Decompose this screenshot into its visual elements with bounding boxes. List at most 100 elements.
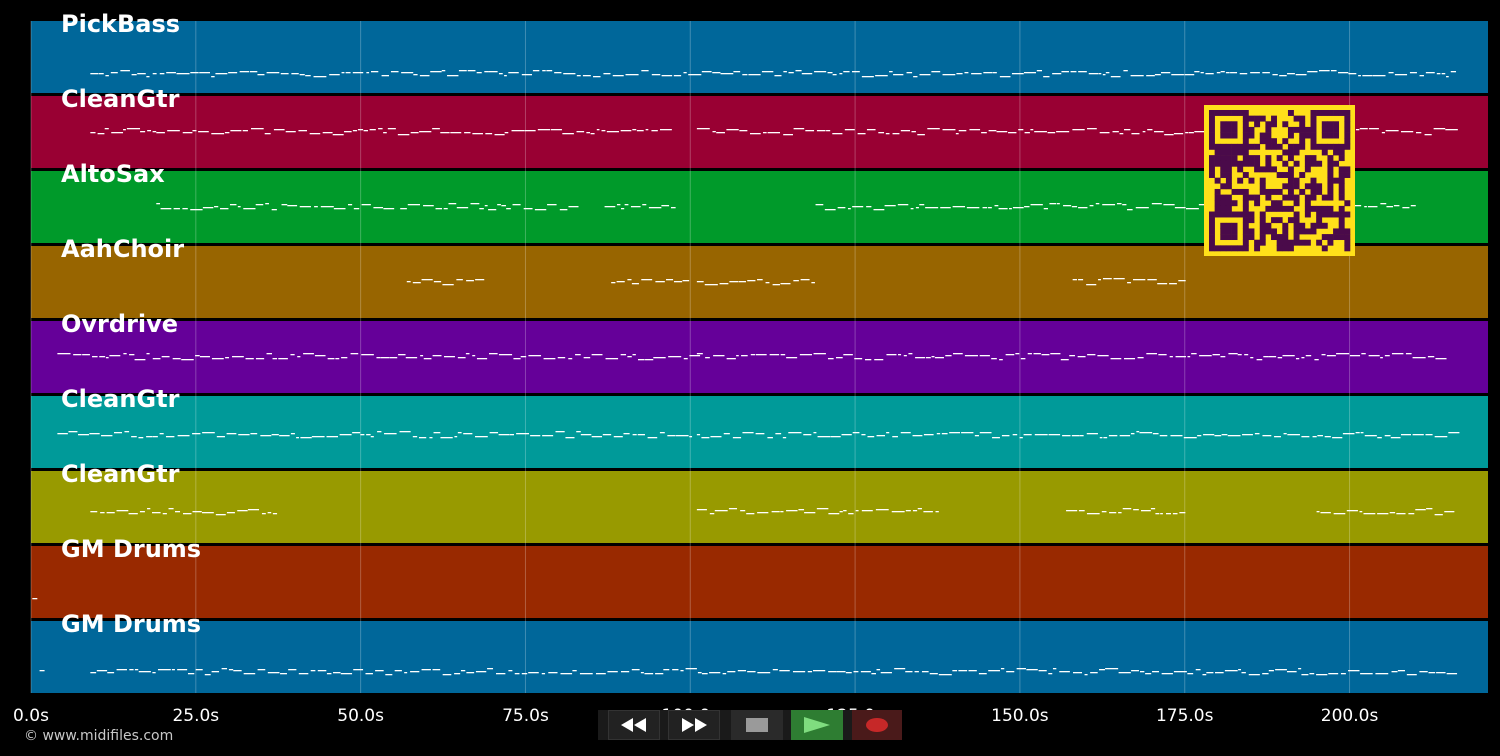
midi-note: [139, 511, 145, 513]
midi-note: [381, 75, 390, 77]
midi-note: [1150, 508, 1156, 510]
midi-note: [1412, 357, 1426, 359]
track-lane[interactable]: [31, 246, 1488, 318]
midi-note: [1185, 132, 1189, 134]
midi-note: [1333, 513, 1346, 515]
midi-note: [906, 72, 913, 74]
midi-note: [704, 284, 718, 286]
midi-note: [442, 674, 452, 676]
midi-note: [508, 670, 513, 672]
midi-note: [938, 674, 952, 676]
midi-note: [1103, 437, 1108, 439]
midi-note: [138, 437, 144, 439]
midi-note: [272, 513, 278, 515]
midi-note: [329, 74, 340, 76]
midi-note: [97, 133, 105, 135]
midi-note: [1358, 75, 1361, 77]
midi-note: [251, 128, 264, 130]
midi-note: [1400, 434, 1412, 436]
midi-note: [1078, 71, 1087, 73]
midi-note: [875, 75, 888, 77]
midi-note: [116, 510, 129, 512]
midi-note: [124, 431, 130, 433]
midi-note: [1008, 132, 1017, 134]
midi-note: [99, 356, 106, 358]
midi-note: [952, 670, 958, 672]
midi-note: [232, 356, 244, 358]
record-button[interactable]: [852, 710, 902, 740]
midi-note: [998, 208, 1008, 210]
midi-note: [384, 433, 397, 435]
stop-button[interactable]: [731, 710, 783, 740]
midi-note: [479, 208, 484, 210]
rewind-button[interactable]: [608, 710, 660, 740]
track-lane[interactable]: [31, 21, 1488, 93]
midi-note: [1435, 358, 1447, 360]
midi-note: [1071, 206, 1078, 208]
midi-note: [632, 354, 636, 356]
midi-note: [78, 434, 89, 436]
midi-note: [945, 355, 952, 357]
midi-note: [1188, 132, 1194, 134]
midi-note: [484, 205, 488, 207]
midi-note: [1275, 669, 1287, 671]
midi-note: [1380, 203, 1387, 205]
midi-note: [1141, 510, 1151, 512]
midi-note: [1364, 206, 1367, 208]
midi-note: [737, 670, 747, 672]
midi-note: [1274, 436, 1281, 438]
midi-note: [1220, 356, 1226, 358]
midi-note: [1349, 355, 1361, 357]
midi-note: [146, 436, 153, 438]
midi-note: [1118, 512, 1122, 514]
midi-note: [280, 673, 287, 675]
midi-note: [264, 133, 271, 135]
midi-note: [875, 509, 889, 511]
midi-note: [1214, 672, 1224, 674]
midi-note: [1030, 129, 1034, 131]
midi-note: [908, 353, 913, 355]
midi-note: [1348, 670, 1360, 672]
midi-note: [458, 70, 467, 72]
midi-note: [508, 72, 519, 74]
midi-note: [378, 128, 383, 130]
midi-note: [992, 72, 997, 74]
midi-note: [861, 510, 873, 512]
midi-note: [726, 129, 739, 131]
track-lane[interactable]: [31, 621, 1488, 693]
midi-note: [616, 281, 625, 283]
midi-note: [466, 280, 474, 282]
midi-note: [1434, 436, 1448, 438]
midi-note: [1359, 128, 1368, 130]
midi-note: [1360, 673, 1373, 675]
midi-note: [433, 281, 442, 283]
midi-note: [1203, 434, 1215, 436]
midi-note: [215, 514, 226, 516]
play-button[interactable]: [791, 710, 843, 740]
track-lane[interactable]: [31, 321, 1488, 393]
midi-note: [1127, 282, 1131, 284]
midi-note: [352, 130, 358, 132]
midi-note: [333, 672, 341, 674]
fast-forward-button[interactable]: [668, 710, 720, 740]
midi-note: [1433, 128, 1446, 130]
midi-note: [421, 279, 433, 281]
track-lane[interactable]: [31, 471, 1488, 543]
midi-note: [1282, 355, 1295, 357]
midi-note: [187, 673, 195, 675]
track-name-label: GM Drums: [61, 535, 202, 563]
track-lane[interactable]: [31, 396, 1488, 468]
midi-note: [111, 132, 124, 134]
track-lane[interactable]: [31, 546, 1488, 618]
midi-note: [949, 432, 961, 434]
midi-note: [1139, 432, 1153, 434]
midi-note: [1066, 510, 1078, 512]
midi-note: [1381, 132, 1385, 134]
midi-note: [1446, 673, 1458, 675]
midi-note: [857, 133, 866, 135]
midi-note: [390, 71, 399, 73]
midi-note: [369, 129, 376, 131]
midi-note: [1171, 74, 1184, 76]
midi-note: [996, 131, 1008, 133]
